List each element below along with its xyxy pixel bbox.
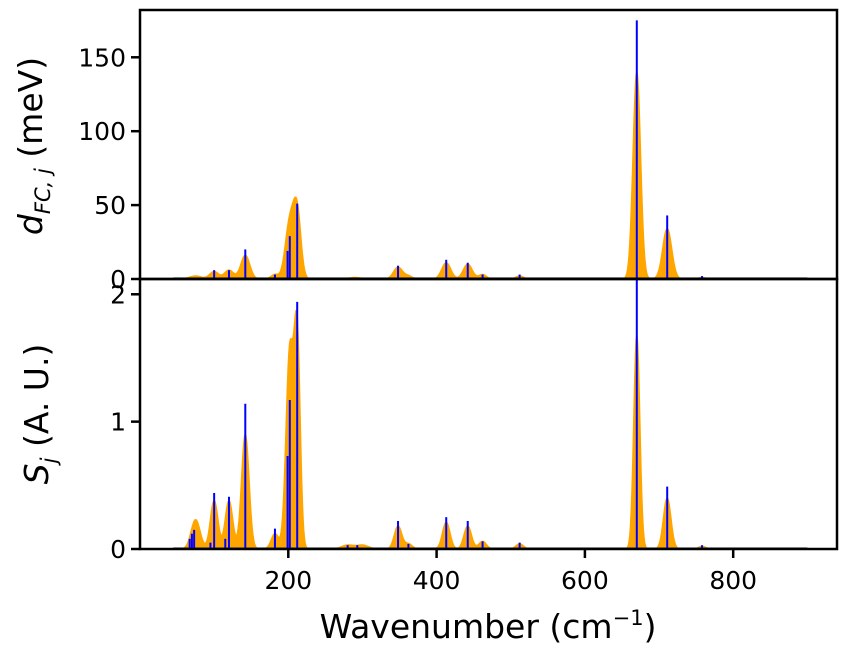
- bottom-y-axis-label: Sj (A. U.): [17, 344, 61, 485]
- top-stick-spectrum: [173, 20, 808, 279]
- top-ytick-label-0: 0: [110, 265, 126, 294]
- bottom-ytick-label-0: 0: [110, 535, 126, 564]
- x-axis: 200 400 600 800: [264, 549, 757, 595]
- top-y-axis-label: dFC, j (meV): [11, 57, 55, 235]
- top-plot-frame: [138, 8, 839, 281]
- bottom-ytick-label-1: 1: [110, 408, 126, 437]
- xtick-label-1: 400: [413, 566, 461, 595]
- bottom-plot-frame: [138, 277, 839, 551]
- top-ytick-label-3: 150: [78, 43, 126, 72]
- bottom-panel: 0 1 2 200 400 600 800 Sj (A. U.) Wavenumber (…: [17, 277, 839, 646]
- top-ytick-label-2: 100: [78, 117, 126, 146]
- top-panel: 0 50 100 150 dFC, j (meV): [11, 8, 839, 294]
- x-axis-label: Wavenumber (cm−1): [320, 606, 657, 646]
- top-broadened-curve: [173, 71, 808, 279]
- bottom-y-axis: 0 1 2: [110, 280, 140, 564]
- top-ytick-label-1: 50: [94, 191, 126, 220]
- top-y-axis: 0 50 100 150: [78, 43, 140, 294]
- xtick-label-2: 600: [561, 566, 609, 595]
- bottom-ytick-label-2: 2: [110, 280, 126, 309]
- xtick-label-3: 800: [709, 566, 757, 595]
- bottom-stick-spectrum: [173, 279, 808, 549]
- xtick-label-0: 200: [264, 566, 312, 595]
- bottom-broadened-curve: [173, 309, 808, 549]
